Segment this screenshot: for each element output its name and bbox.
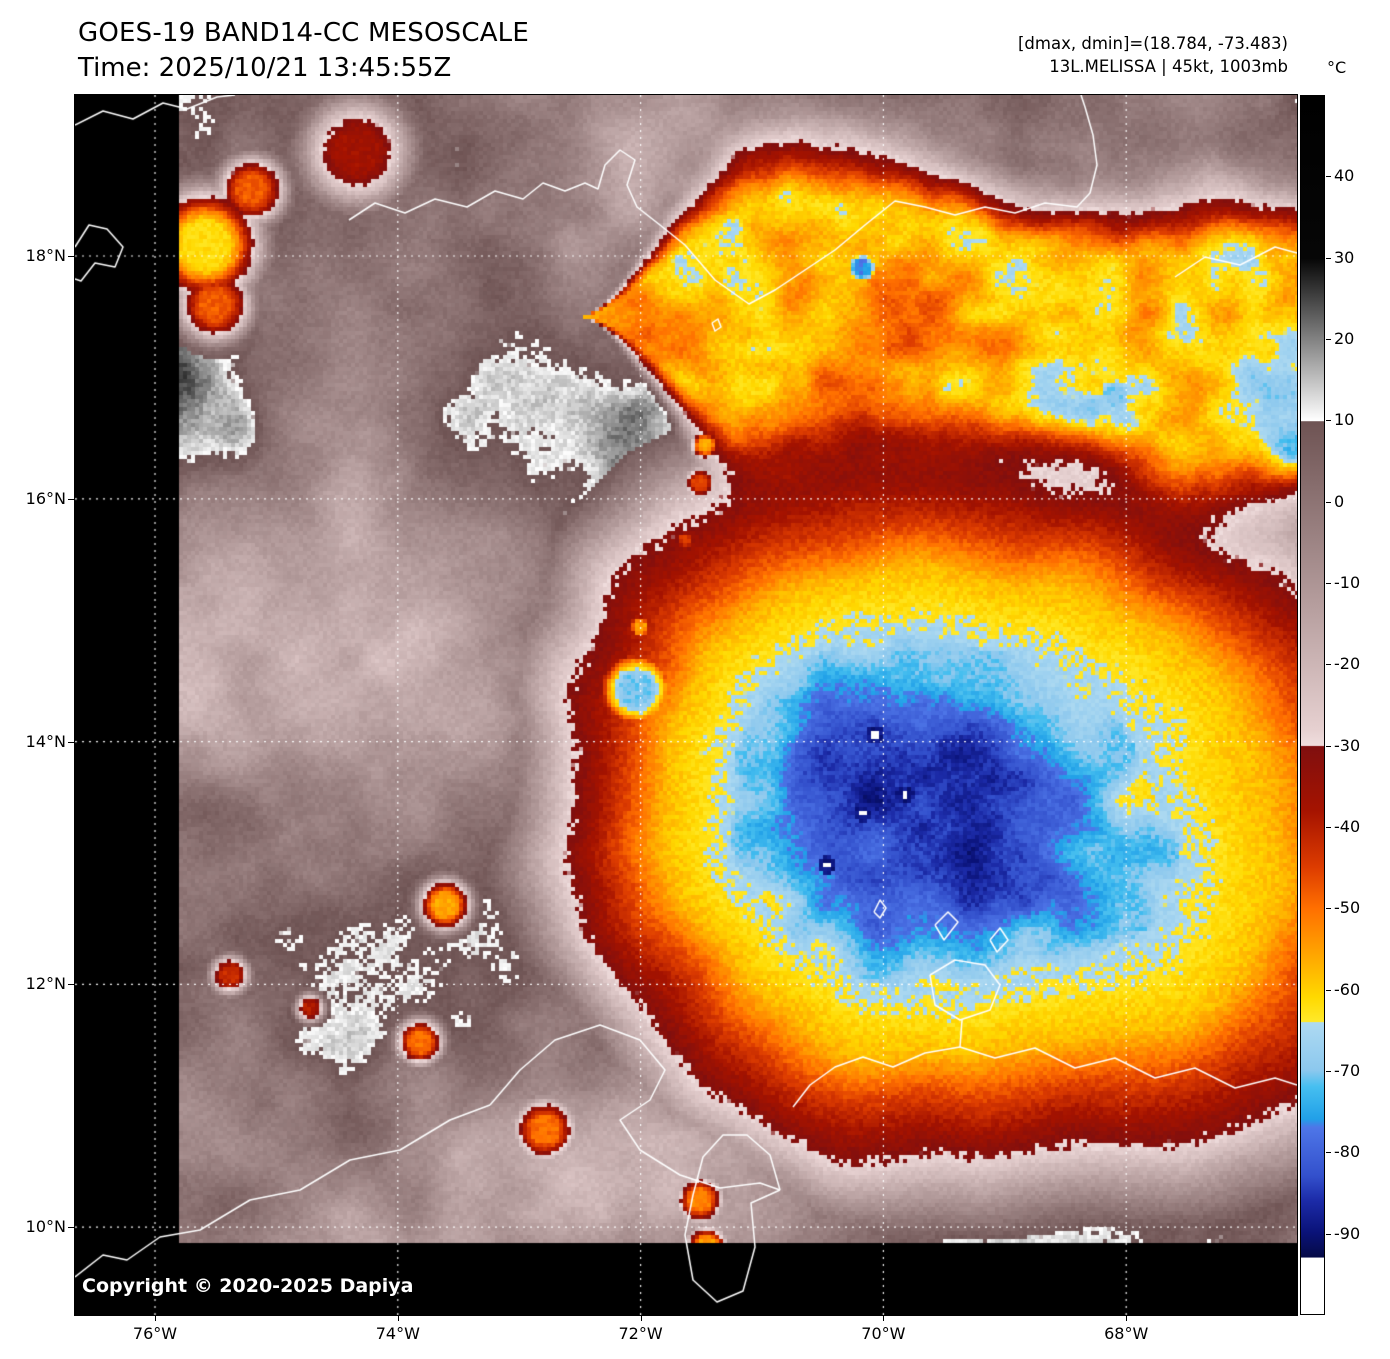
colorbar-tick-mark [1326,664,1331,666]
colorbar-tick-mark [1326,583,1331,584]
timestamp: Time: 2025/10/21 13:45:55Z [78,53,452,83]
colorbar-tick-label--50: -50 [1334,898,1361,918]
lat-tick-mark [68,741,74,743]
lat-tick-label-18: 18°N [25,245,66,265]
dmax-dmin-readout: [dmax, dmin]=(18.784, -73.483) [1018,34,1288,53]
colorbar-tick-mark [1326,827,1331,828]
colorbar-tick-label--70: -70 [1334,1061,1361,1080]
lat-tick-mark [68,1227,74,1229]
lon-tick-mark [1126,1315,1128,1321]
colorbar [1300,95,1325,1315]
lon-tick-label-68: 68°W [1104,1324,1149,1343]
colorbar-tick-label--30: -30 [1334,735,1361,755]
colorbar-tick-label-10: 10 [1334,410,1355,430]
colorbar-tick-label--10: -10 [1334,573,1361,592]
lat-tick-mark [68,498,74,500]
lat-tick-label-10: 10°N [25,1217,66,1237]
colorbar-tick-label--80: -80 [1334,1142,1361,1162]
lon-tick-mark [397,1315,399,1321]
colorbar-tick-mark [1326,420,1331,422]
lon-tick-mark [155,1315,156,1321]
lat-tick-label-12: 12°N [25,974,66,994]
copyright-watermark: Copyright © 2020-2025 Dapiya [82,1275,414,1297]
colorbar-tick-mark [1326,339,1331,340]
colorbar-tick-mark [1326,745,1331,747]
lon-tick-label-74: 74°W [375,1324,420,1343]
lon-tick-label-70: 70°W [861,1324,906,1343]
colorbar-tick-label-0: 0 [1334,491,1345,511]
storm-info: 13L.MELISSA | 45kt, 1003mb [1049,57,1288,76]
lat-tick-label-16: 16°N [25,488,66,508]
page-title: GOES-19 BAND14-CC MESOSCALE [78,18,529,48]
colorbar-tick-label--60: -60 [1334,979,1361,999]
colorbar-tick-mark [1326,989,1331,991]
satellite-map: Copyright © 2020-2025 Dapiya [74,94,1298,1316]
colorbar-tick-label--40: -40 [1334,817,1361,836]
lon-tick-mark [883,1315,885,1321]
satellite-imagery-canvas [75,95,1297,1315]
colorbar-tick-mark [1326,176,1331,178]
header-meta: [dmax, dmin]=(18.784, -73.483) 13L.MELIS… [1018,32,1288,78]
lon-tick-label-72: 72°W [618,1324,663,1343]
colorbar-tick-label--20: -20 [1334,654,1361,674]
colorbar-unit-label: °C [1327,58,1347,77]
lat-tick-mark [68,255,74,257]
colorbar-tick-mark [1326,908,1331,910]
lon-tick-label-76: 76°W [132,1324,178,1343]
colorbar-tick-mark [1326,257,1331,259]
colorbar-tick-label-30: 30 [1334,247,1355,267]
colorbar-tick-mark [1326,501,1331,503]
colorbar-tick-mark [1326,1152,1331,1154]
colorbar-tick-label-40: 40 [1334,166,1355,186]
colorbar-tick-mark [1326,1233,1331,1235]
colorbar-tick-label-20: 20 [1334,329,1355,348]
lat-tick-mark [68,984,74,986]
lat-tick-label-14: 14°N [25,731,66,751]
colorbar-tick-mark [1326,1071,1331,1072]
colorbar-tick-label--90: -90 [1334,1223,1361,1243]
lon-tick-mark [640,1315,642,1321]
